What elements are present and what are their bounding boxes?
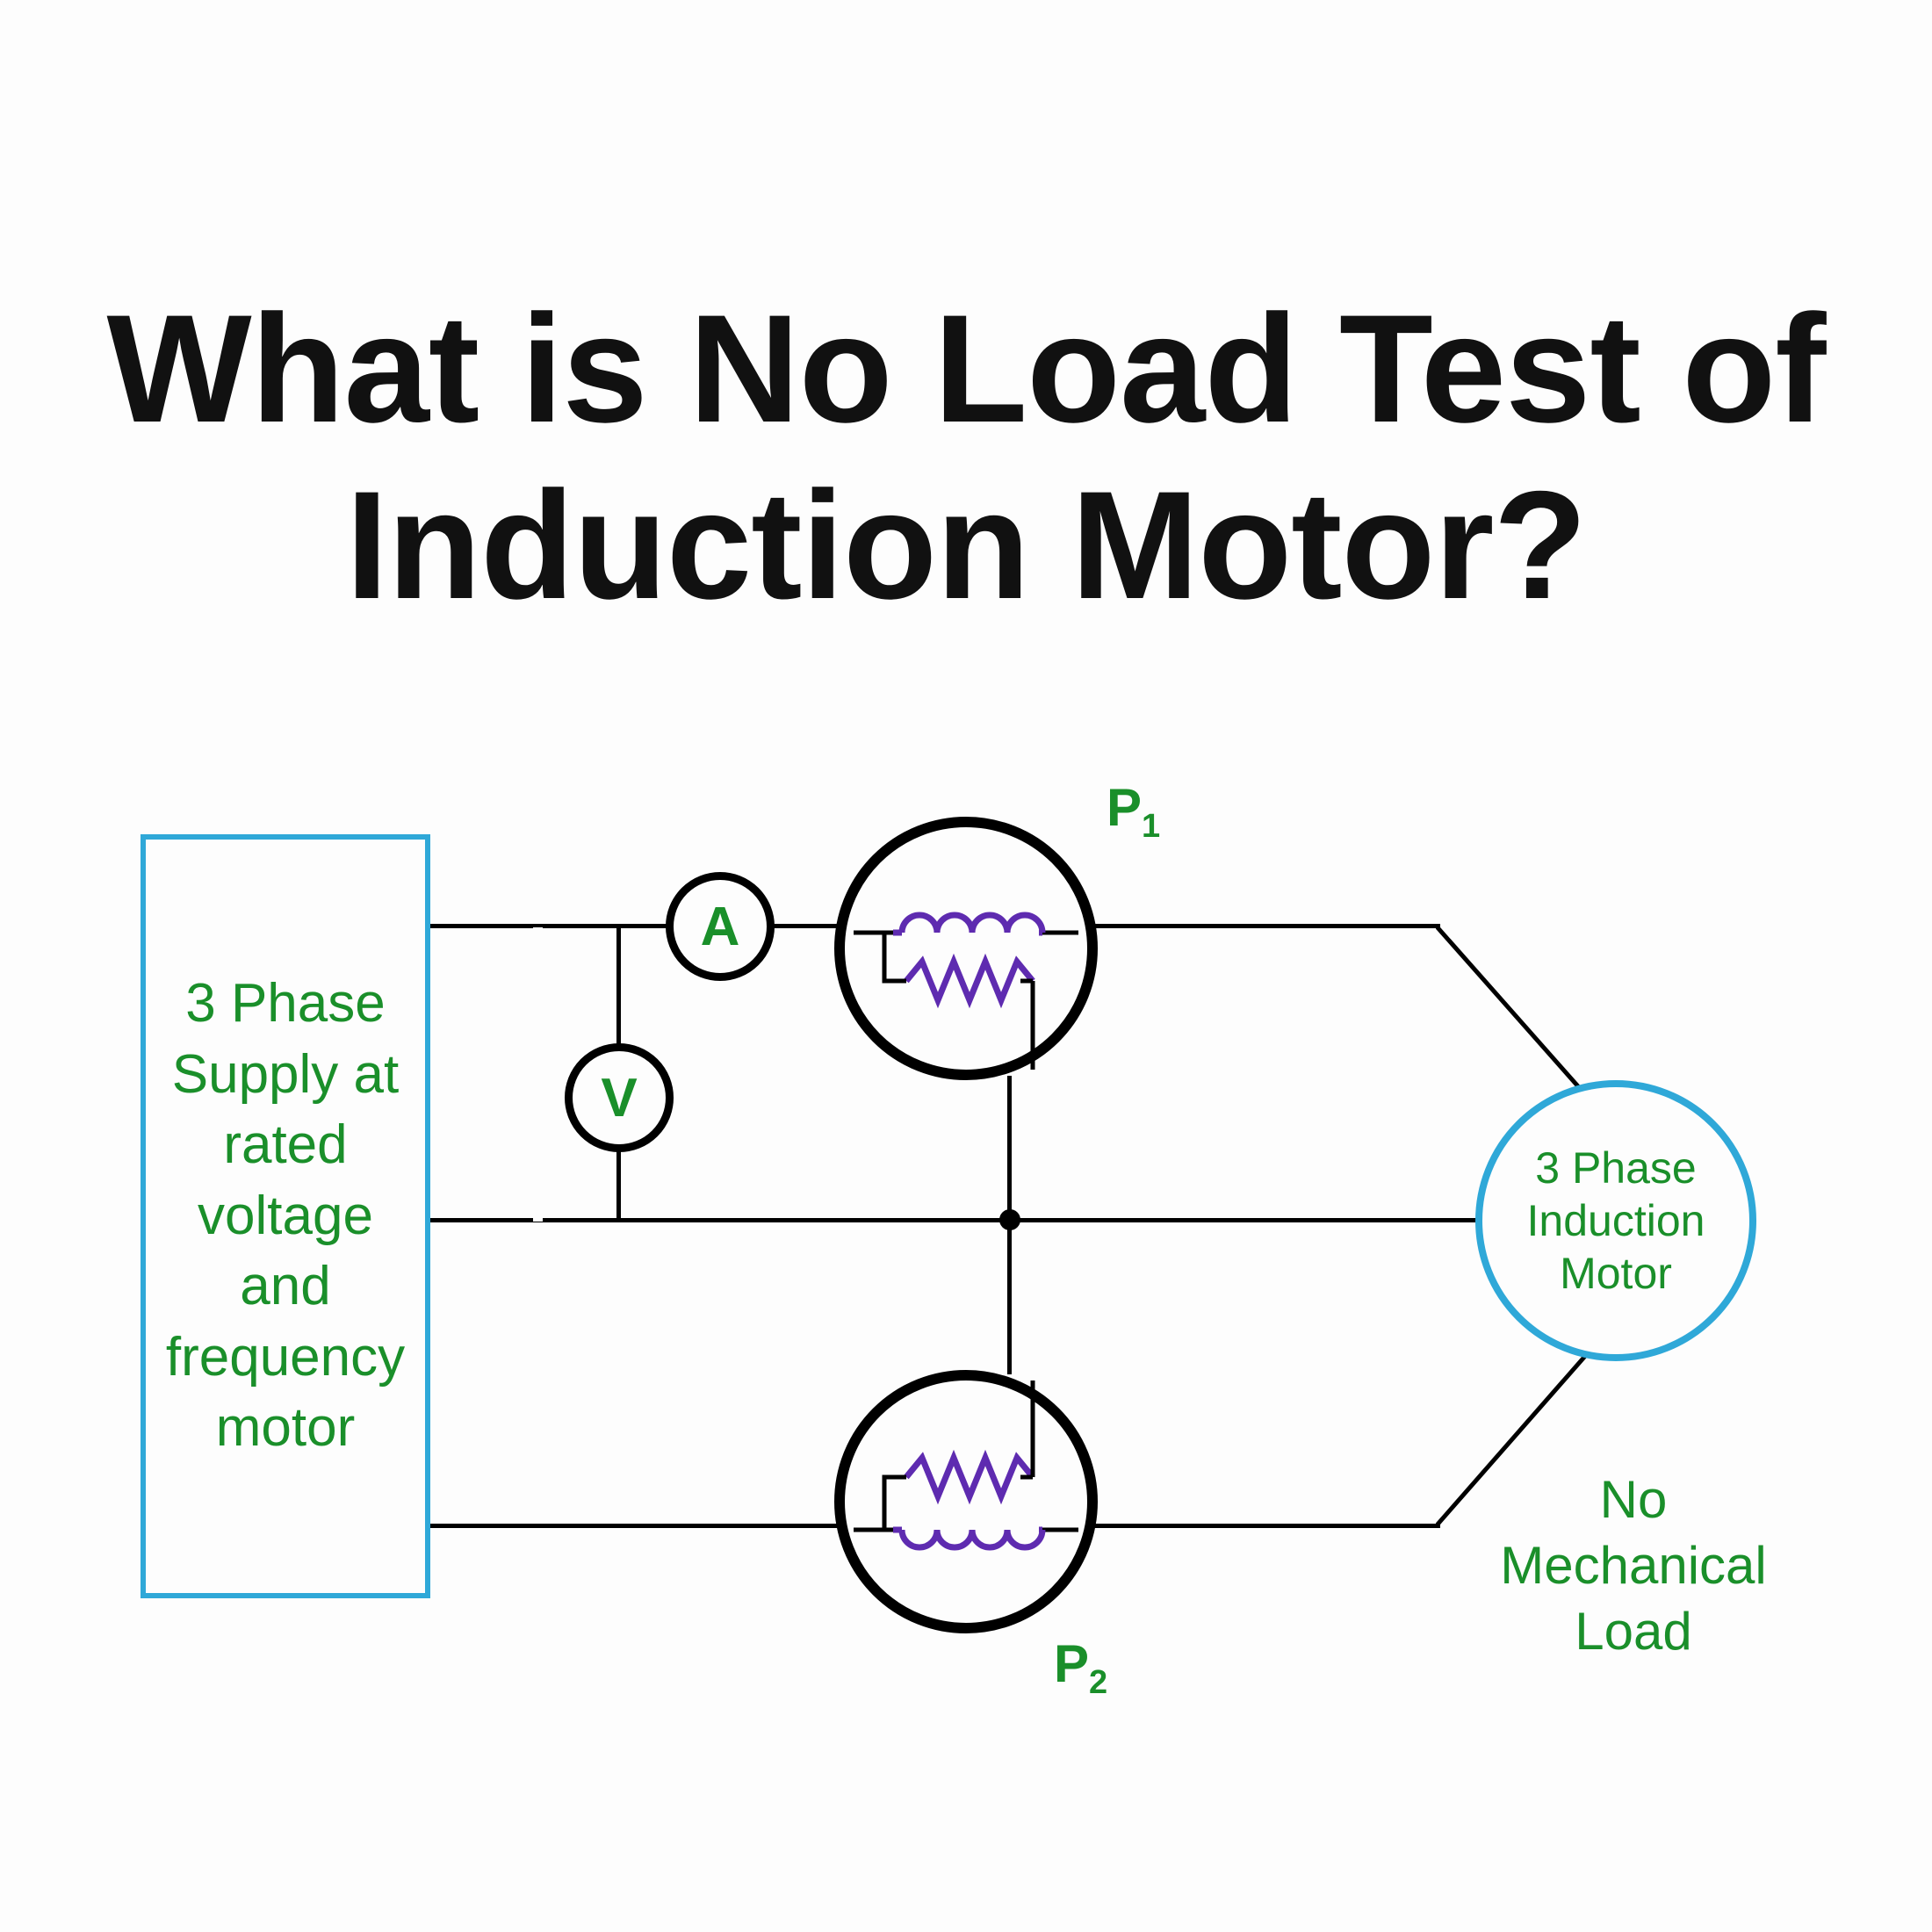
wire	[616, 1150, 621, 1221]
wire	[768, 924, 839, 928]
wire	[616, 926, 621, 1045]
wire	[430, 1218, 1480, 1222]
voltmeter: V	[565, 1043, 674, 1152]
ammeter: A	[666, 872, 775, 981]
supply-label: 3 Phase Supply at rated voltage and freq…	[146, 969, 425, 1464]
wire	[430, 924, 667, 928]
wattmeter-p1	[834, 817, 1098, 1080]
wattmeter-p2-label: P2	[1054, 1633, 1107, 1702]
no-load-note: No Mechanical Load	[1475, 1467, 1791, 1664]
wire	[1007, 1076, 1012, 1221]
wattmeter-p1-label: P1	[1107, 777, 1160, 846]
page-title: What is No Load Test of Induction Motor?	[0, 281, 1932, 635]
voltmeter-label: V	[601, 1067, 637, 1129]
wattmeter-p2	[834, 1370, 1098, 1633]
supply-box: 3 Phase Supply at rated voltage and freq…	[141, 834, 430, 1598]
page: What is No Load Test of Induction Motor?…	[0, 0, 1932, 1932]
wire	[1093, 924, 1440, 928]
circuit-diagram: 3 Phase Supply at rated voltage and freq…	[105, 764, 1827, 1730]
ammeter-label: A	[701, 896, 740, 958]
motor-label: 3 Phase Induction Motor	[1482, 1142, 1749, 1300]
wattmeter-coils-icon	[845, 1381, 1087, 1623]
wire	[1007, 1221, 1012, 1374]
motor: 3 Phase Induction Motor	[1475, 1080, 1756, 1361]
wattmeter-coils-icon	[845, 827, 1087, 1070]
wire	[1093, 1524, 1440, 1528]
wire	[430, 1524, 839, 1528]
